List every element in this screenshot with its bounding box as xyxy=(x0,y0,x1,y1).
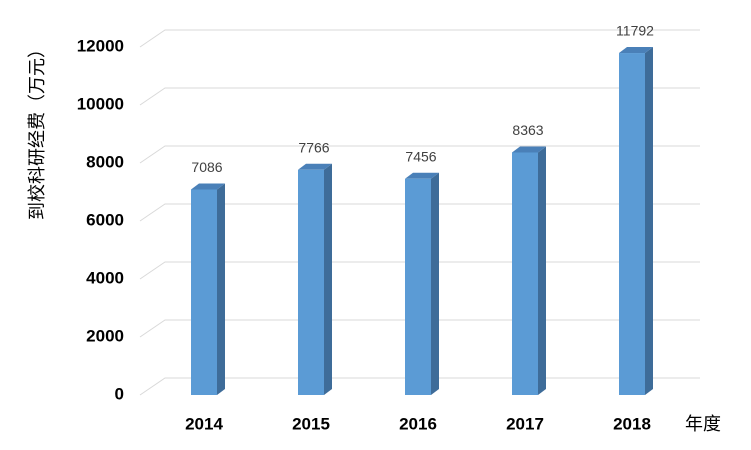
y-tick-label: 10000 xyxy=(77,94,124,113)
bar xyxy=(191,189,217,395)
y-tick-label: 12000 xyxy=(77,36,124,55)
x-tick-label: 2014 xyxy=(185,414,223,433)
bar-side xyxy=(538,146,546,395)
y-tick-label: 4000 xyxy=(86,268,124,287)
bar-top xyxy=(619,47,653,54)
bar-top xyxy=(512,146,546,153)
bar xyxy=(512,152,538,395)
x-tick-label: 2017 xyxy=(506,414,544,433)
x-tick-label: 2016 xyxy=(399,414,437,433)
bar-top xyxy=(298,163,332,170)
y-tick-label: 6000 xyxy=(86,210,124,229)
bar-side xyxy=(645,47,653,395)
bar-top xyxy=(191,183,225,190)
x-axis-title: 年度 xyxy=(685,414,721,435)
data-label: 8363 xyxy=(512,122,543,138)
data-label: 7766 xyxy=(298,139,329,155)
bar-side xyxy=(431,172,439,395)
bar xyxy=(619,53,645,395)
grid-line xyxy=(139,29,700,48)
data-label: 7086 xyxy=(191,159,222,175)
data-label: 7456 xyxy=(405,148,436,164)
y-tick-label: 0 xyxy=(115,384,124,403)
bar-side xyxy=(324,163,332,395)
grid-line xyxy=(139,145,700,164)
y-tick-label: 8000 xyxy=(86,152,124,171)
x-tick-label: 2015 xyxy=(292,414,330,433)
bar-top xyxy=(405,172,439,179)
y-axis-title: 到校科研经费（万元） xyxy=(27,40,48,220)
x-tick-label: 2018 xyxy=(613,414,651,433)
grid-line xyxy=(139,87,700,106)
data-label: 11792 xyxy=(616,23,654,39)
bar xyxy=(405,178,431,395)
bar xyxy=(298,169,324,395)
y-tick-label: 2000 xyxy=(86,326,124,345)
bar-side xyxy=(217,183,225,395)
